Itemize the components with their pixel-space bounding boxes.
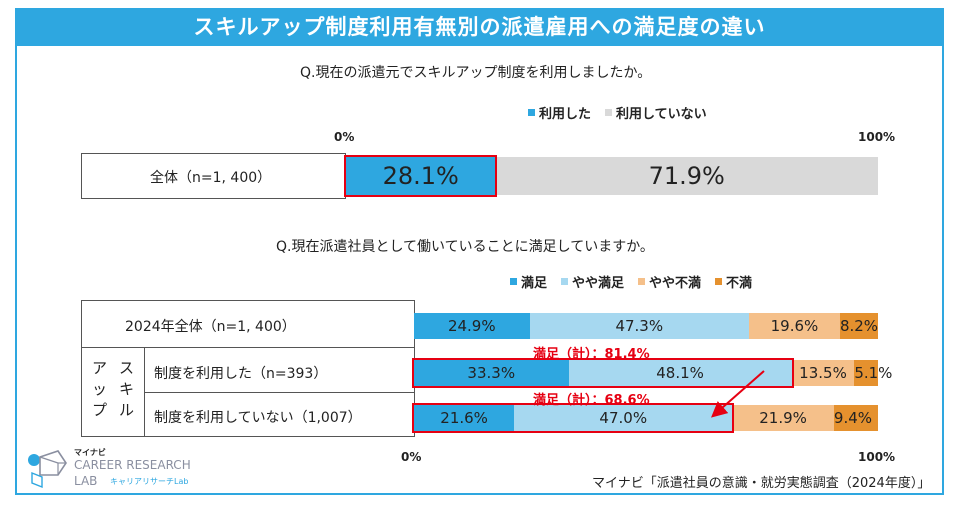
comparison-arrow <box>710 370 765 418</box>
source-note: マイナビ「派遣社員の意識・就労実態調査（2024年度）」 <box>592 476 931 491</box>
legend-q1: 利用した 利用していない <box>528 103 707 122</box>
row-label-q1: 全体（n=1, 400） <box>150 170 272 186</box>
data-label: 21.6% <box>440 409 488 427</box>
legend-label-satisfied: 満足 <box>521 276 548 291</box>
bar-segment-somewhat-dissatisfied-row-2: 21.9% <box>732 405 834 431</box>
bar-segment-not-used-row-0: 71.9% <box>495 157 878 195</box>
data-label: 8.2% <box>839 317 879 335</box>
legend-swatch-not-used <box>605 109 613 116</box>
highlight-box-used-share <box>344 155 498 197</box>
logo-name: CAREER RESEARCH <box>74 458 191 472</box>
bar-segment-satisfied-row-1: 33.3% <box>414 360 569 386</box>
axis-start-q2: 0% <box>401 450 422 464</box>
page-title: スキルアップ制度利用有無別の派遣雇用への満足度の違い <box>15 8 944 46</box>
legend-label-somewhat-dissatisfied: やや不満 <box>649 276 702 291</box>
bar-segment-somewhat-dissatisfied-row-0: 19.6% <box>749 313 840 339</box>
data-label: 19.6% <box>770 317 819 335</box>
group-label-char: キ <box>118 380 134 398</box>
row-label-all: 2024年全体（n=1, 400） <box>125 319 296 335</box>
annotation-satisfied-total-used: 満足（計）：81.4% <box>533 347 650 362</box>
axis-start-q1: 0% <box>334 130 355 144</box>
axis-end-q2: 100% <box>858 450 896 464</box>
bar-segment-somewhat-satisfied-row-2: 47.0% <box>514 405 733 431</box>
bar-segment-dissatisfied-row-2: 9.4% <box>833 405 878 431</box>
data-label: 24.9% <box>447 317 496 335</box>
legend-swatch-used <box>528 109 535 116</box>
question-1: Q.現在の派遣元でスキルアップ制度を利用しましたか。 <box>300 65 652 81</box>
data-label: 21.9% <box>759 409 807 427</box>
data-label: 47.0% <box>599 409 648 427</box>
data-label: 47.3% <box>615 317 664 335</box>
bar-segment-somewhat-satisfied-row-1: 48.1% <box>568 360 792 386</box>
data-label: 33.3% <box>467 364 516 382</box>
legend-label-somewhat-satisfied: やや満足 <box>572 276 625 291</box>
legend-label-dissatisfied: 不満 <box>726 276 753 291</box>
logo-brand: マイナビ <box>74 448 106 457</box>
data-label: 48.1% <box>656 364 704 382</box>
data-label: 71.9% <box>648 162 725 190</box>
legend-label-used: 利用した <box>539 107 592 122</box>
arrow-line <box>710 370 765 418</box>
legend-swatch-dissatisfied <box>715 278 723 285</box>
legend-q2: 満足 やや満足 やや不満 不満 <box>510 272 752 291</box>
bar-segment-dissatisfied-row-0: 8.2% <box>839 313 879 339</box>
data-label: 13.5% <box>799 364 847 382</box>
group-label-char: ア <box>91 359 107 377</box>
annotation-satisfied-total-not-used: 満足（計）：68.6% <box>533 393 650 408</box>
question-2: Q.現在派遣社員として働いていることに満足していますか。 <box>276 239 654 255</box>
logo-sub: LAB <box>74 474 98 488</box>
data-label: 28.1% <box>382 162 459 190</box>
bar-segment-used-row-0: 28.1% <box>346 157 496 195</box>
logo-sub-jp: キャリアリサーチLab <box>110 477 189 486</box>
group-label-char: プ <box>91 401 107 419</box>
group-label-char: ス <box>118 359 134 377</box>
bar-segment-satisfied-row-2: 21.6% <box>414 405 515 431</box>
legend-swatch-somewhat-dissatisfied <box>638 278 646 285</box>
bar-segment-somewhat-dissatisfied-row-1: 13.5% <box>791 360 855 386</box>
group-label-skillup: ア ス ッ キ プ ル <box>86 358 140 421</box>
bar-segment-satisfied-row-0: 24.9% <box>414 313 530 339</box>
career-research-lab-logo-icon <box>28 450 67 489</box>
row-label-not-used: 制度を利用していない（1,007） <box>154 410 362 426</box>
data-label: 9.4% <box>833 409 873 427</box>
data-label: 5.1% <box>854 364 893 382</box>
legend-swatch-satisfied <box>510 278 517 285</box>
legend-swatch-somewhat-satisfied <box>561 278 569 285</box>
highlight-box-satisfied-not-used <box>412 403 735 433</box>
group-label-char: ル <box>118 401 134 419</box>
group-label-char: ッ <box>91 380 107 398</box>
highlight-box-satisfied-used <box>412 358 794 388</box>
bar-segment-somewhat-satisfied-row-0: 47.3% <box>529 313 749 339</box>
row-label-used: 制度を利用した（n=393） <box>154 366 328 382</box>
bar-segment-dissatisfied-row-1: 5.1% <box>854 360 892 386</box>
legend-label-not-used: 利用していない <box>616 107 707 122</box>
axis-end-q1: 100% <box>858 130 896 144</box>
